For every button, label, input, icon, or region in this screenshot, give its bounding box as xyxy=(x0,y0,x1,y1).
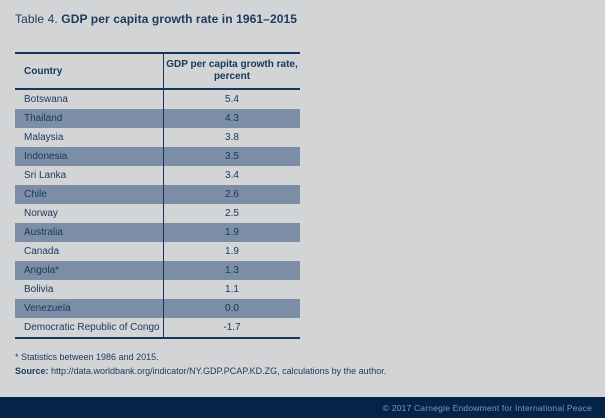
header-value-line1: GDP per capita growth rate, xyxy=(166,59,298,70)
value-cell: 1.9 xyxy=(163,242,300,261)
country-cell: Canada xyxy=(24,246,60,257)
value-cell: 1.3 xyxy=(163,261,300,280)
country-cell: Chile xyxy=(24,189,47,200)
country-cell: Botswana xyxy=(24,94,68,105)
value-cell: 5.4 xyxy=(163,90,300,109)
country-cell: Venezuela xyxy=(24,303,71,314)
value-cell: 3.8 xyxy=(163,128,300,147)
table-row: Angola* 1.3 xyxy=(15,261,300,280)
country-cell: Democratic Republic of Congo xyxy=(24,322,160,333)
value-cell: 1.1 xyxy=(163,280,300,299)
country-cell: Bolivia xyxy=(24,284,54,295)
table-row: Norway 2.5 xyxy=(15,204,300,223)
header-country: Country xyxy=(24,65,63,77)
table-title: Table 4. GDP per capita growth rate in 1… xyxy=(15,12,297,26)
gdp-growth-table: Country GDP per capita growth rate, perc… xyxy=(15,52,300,339)
value-cell: 1.9 xyxy=(163,223,300,242)
table-row: Chile 2.6 xyxy=(15,185,300,204)
table-row: Australia 1.9 xyxy=(15,223,300,242)
header-value: GDP per capita growth rate, percent xyxy=(163,54,300,88)
source-text: http://data.worldbank.org/indicator/NY.G… xyxy=(48,366,387,376)
table-body: Botswana 5.4 Thailand 4.3 Malaysia 3.8 I… xyxy=(15,90,300,337)
value-cell: 4.3 xyxy=(163,109,300,128)
country-cell: Indonesia xyxy=(24,151,68,162)
table-title-main: GDP per capita growth rate in 1961–2015 xyxy=(61,12,298,26)
table-title-prefix: Table 4. xyxy=(15,12,62,26)
value-cell: 3.5 xyxy=(163,147,300,166)
table-row: Sri Lanka 3.4 xyxy=(15,166,300,185)
footer-bar: © 2017 Carnegie Endowment for Internatio… xyxy=(0,397,605,418)
table-row: Thailand 4.3 xyxy=(15,109,300,128)
country-cell: Sri Lanka xyxy=(24,170,67,181)
value-cell: 2.6 xyxy=(163,185,300,204)
header-value-line2: percent xyxy=(213,71,251,82)
country-cell: Australia xyxy=(24,227,63,238)
table-row: Venezuela 0.0 xyxy=(15,299,300,318)
source-label: Source: xyxy=(15,366,49,376)
table-header-row: Country GDP per capita growth rate, perc… xyxy=(15,54,300,90)
value-cell: 0.0 xyxy=(163,299,300,318)
table-row: Bolivia 1.1 xyxy=(15,280,300,299)
source-line: Source: http://data.worldbank.org/indica… xyxy=(15,366,386,376)
table-footnote: * Statistics between 1986 and 2015. xyxy=(15,352,159,362)
country-cell: Angola* xyxy=(24,265,60,276)
country-cell: Norway xyxy=(24,208,58,219)
value-cell: 2.5 xyxy=(163,204,300,223)
country-cell: Malaysia xyxy=(24,132,64,143)
table-row: Malaysia 3.8 xyxy=(15,128,300,147)
copyright-text: © 2017 Carnegie Endowment for Internatio… xyxy=(382,402,592,413)
table-row: Botswana 5.4 xyxy=(15,90,300,109)
table-row: Canada 1.9 xyxy=(15,242,300,261)
value-cell: -1.7 xyxy=(163,318,300,337)
country-cell: Thailand xyxy=(24,113,63,124)
table-row: Democratic Republic of Congo -1.7 xyxy=(15,318,300,337)
value-cell: 3.4 xyxy=(163,166,300,185)
table-row: Indonesia 3.5 xyxy=(15,147,300,166)
